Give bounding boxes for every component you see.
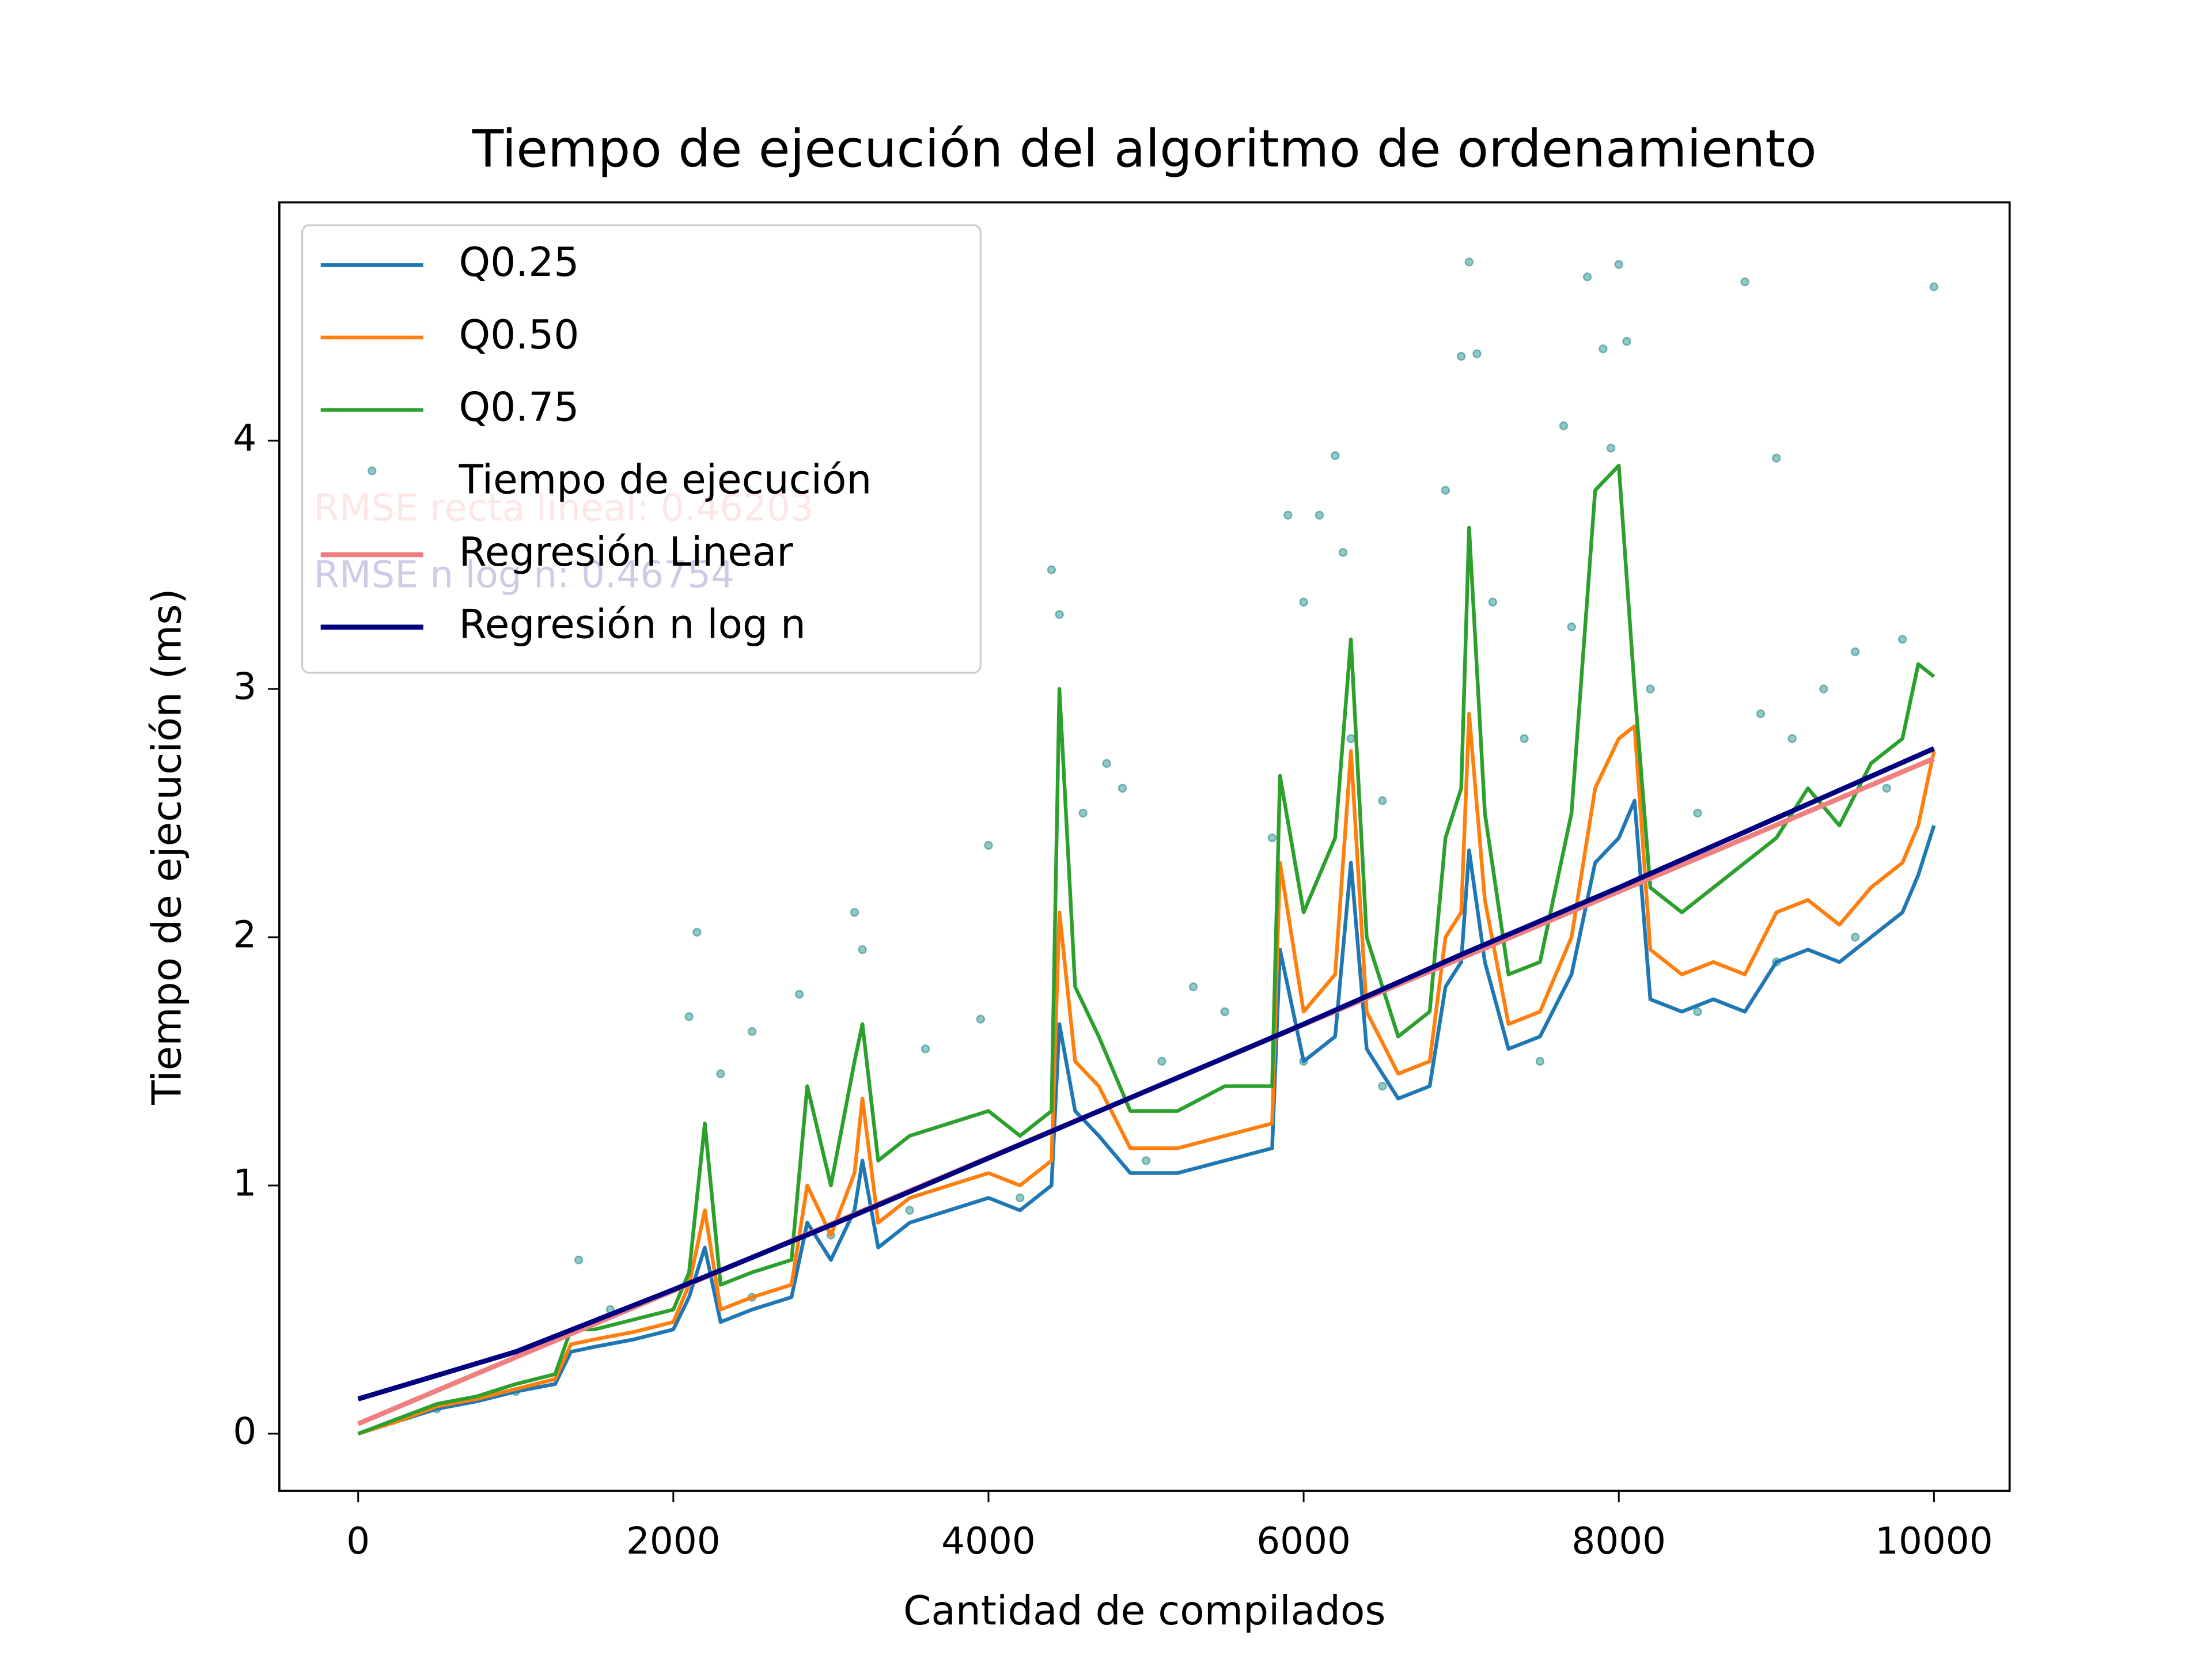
scatter-point (850, 908, 859, 917)
scatter-point (1378, 1081, 1387, 1091)
scatter-point (1338, 548, 1348, 557)
x-tick-label: 6000 (1256, 1520, 1351, 1563)
scatter-point (795, 990, 804, 999)
scatter-point (1582, 272, 1592, 282)
y-axis-label: Tiempo de ejecución (ms) (144, 589, 190, 1105)
scatter-point (1599, 344, 1608, 354)
scatter-point (1118, 783, 1127, 793)
x-axis-label: Cantidad de compilados (903, 1588, 1385, 1634)
x-tick-label: 8000 (1571, 1520, 1666, 1563)
scatter-point (1646, 684, 1655, 694)
scatter-point (1331, 451, 1340, 460)
y-tick-label: 4 (233, 417, 256, 460)
scatter-point (1740, 277, 1749, 286)
legend-box (301, 224, 982, 674)
scatter-point (1693, 1007, 1702, 1016)
scatter-point (1102, 759, 1111, 768)
line-series (357, 711, 1936, 1435)
plot-area (357, 257, 1939, 1435)
line-series (357, 798, 1936, 1435)
legend-marker (368, 466, 377, 476)
x-tick-label: 4000 (941, 1520, 1036, 1563)
scatter-point (921, 1044, 930, 1054)
scatter-point (1567, 622, 1576, 631)
scatter-point (858, 945, 867, 955)
scatter-point (1929, 282, 1939, 291)
scatter-point (1756, 709, 1766, 718)
scatter-point (1897, 635, 1907, 644)
scatter-point (1267, 833, 1277, 843)
scatter-point (1488, 597, 1498, 607)
scatter-point (574, 1255, 584, 1264)
scatter-point (1315, 510, 1324, 520)
scatter-point (1819, 684, 1828, 694)
scatter-point (1464, 257, 1474, 267)
scatter-point (1220, 1007, 1229, 1016)
scatter-point (1622, 337, 1631, 346)
x-tick-label: 0 (346, 1520, 370, 1563)
plot-frame (278, 201, 2011, 1492)
scatter-point (1472, 349, 1482, 358)
scatter-point (1016, 1193, 1025, 1203)
scatter-point (692, 927, 702, 937)
y-tick-label: 1 (233, 1162, 256, 1205)
scatter-point (1614, 260, 1623, 269)
scatter-point (1141, 1156, 1151, 1165)
scatter-point (747, 1027, 757, 1036)
legend-label: Regresión n log n (459, 602, 806, 648)
x-tick-label: 2000 (626, 1520, 721, 1563)
scatter-point (1055, 610, 1064, 619)
legend-label: Regresión Linear (459, 529, 794, 575)
scatter-point (1456, 351, 1466, 361)
scatter-point (1693, 808, 1702, 818)
scatter-point (905, 1206, 914, 1215)
scatter-point (1441, 486, 1450, 495)
scatter-point (684, 1012, 694, 1021)
scatter-point (976, 1014, 985, 1024)
scatter-point (1283, 510, 1293, 520)
line-series (357, 746, 1936, 1402)
x-tick-label: 10000 (1875, 1520, 1993, 1563)
scatter-point (1047, 565, 1056, 574)
scatter-point (1157, 1056, 1166, 1066)
scatter-point (1299, 597, 1308, 607)
chart-title: Tiempo de ejecución del algoritmo de ord… (472, 119, 1817, 179)
scatter-point (1188, 982, 1198, 991)
scatter-point (716, 1069, 725, 1078)
y-tick-label: 2 (233, 914, 256, 957)
scatter-point (1535, 1056, 1545, 1066)
scatter-point (1346, 734, 1355, 743)
scatter-point (1772, 453, 1781, 463)
legend-label: Q0.75 (459, 385, 579, 431)
legend-label: Q0.25 (459, 240, 579, 286)
scatter-point (1378, 796, 1387, 805)
legend-label: Tiempo de ejecución (459, 457, 872, 503)
scatter-point (1882, 783, 1891, 793)
scatter-point (984, 840, 993, 850)
scatter-point (1787, 734, 1797, 743)
scatter-point (1559, 421, 1569, 430)
scatter-point (1520, 734, 1529, 743)
y-tick-label: 3 (233, 665, 256, 709)
scatter-point (1850, 647, 1860, 657)
y-tick-label: 0 (233, 1410, 256, 1453)
scatter-point (1850, 933, 1860, 942)
scatter-point (1078, 808, 1088, 818)
line-series (357, 463, 1936, 1435)
legend-label: Q0.50 (459, 312, 579, 358)
scatter-point (1606, 444, 1616, 453)
